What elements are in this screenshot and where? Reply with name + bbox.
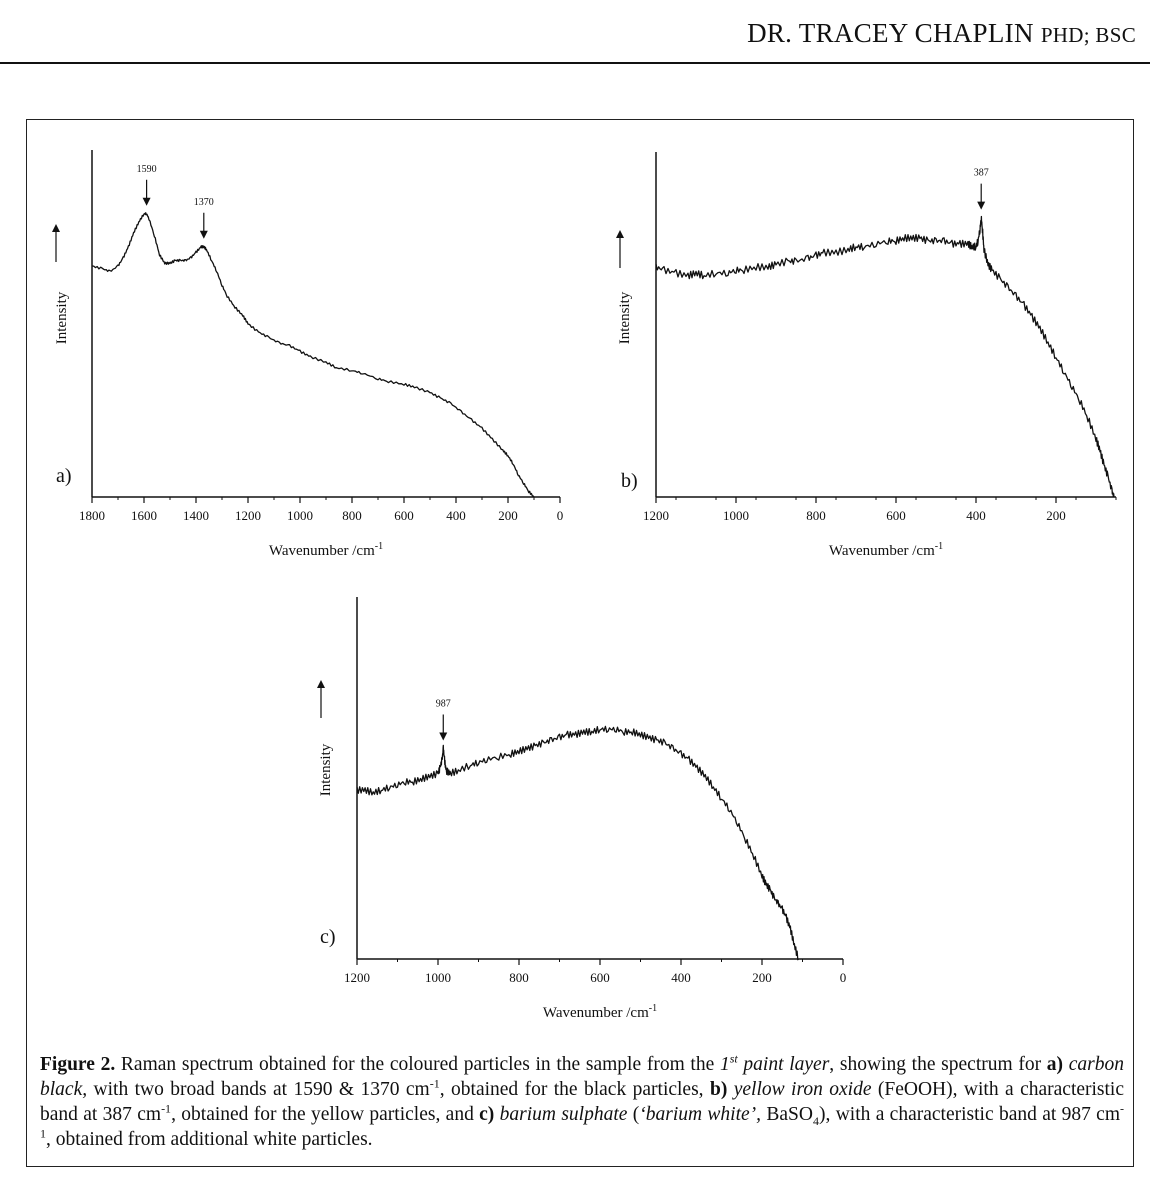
caption-text-6: (FeOOH), with a characteristic band at 3… bbox=[40, 1079, 1125, 1125]
author-credentials: PHD; BSC bbox=[1040, 23, 1136, 47]
caption-text-8: ( bbox=[627, 1104, 640, 1125]
panel-2-x-tick-label: 1000 bbox=[723, 508, 749, 523]
panel-1-peak-arrow-head bbox=[199, 230, 208, 239]
panel-3-x-tick-label: 200 bbox=[752, 970, 772, 985]
panel-2-x-tick-label: 600 bbox=[886, 508, 906, 523]
caption-b-name: yellow iron oxide bbox=[727, 1079, 872, 1100]
caption-text-10: ), with a characteristic band at 987 cm bbox=[818, 1104, 1121, 1125]
panel-1-intensity-arrow-head bbox=[52, 224, 60, 232]
author-name: DR. TRACEY CHAPLIN bbox=[747, 18, 1034, 48]
caption-text-4: with two broad bands at 1590 & 1370 cm bbox=[87, 1079, 430, 1100]
caption-c-alt: ‘barium white’, bbox=[639, 1104, 762, 1125]
caption-a-label: a) bbox=[1046, 1054, 1064, 1075]
caption-text-5: , obtained for the black particles, bbox=[439, 1079, 710, 1100]
caption-sup-2: -1 bbox=[161, 1101, 172, 1116]
panel-2-panel-label: b) bbox=[621, 470, 638, 492]
panel-3-x-tick-label: 600 bbox=[590, 970, 610, 985]
panel-1-x-tick-label: 1400 bbox=[183, 508, 209, 523]
panel-3-intensity-arrow-head bbox=[317, 680, 325, 688]
panel-3-x-tick-label: 1000 bbox=[425, 970, 451, 985]
caption-text-11: , obtained from additional white particl… bbox=[46, 1129, 373, 1150]
caption-layer-sup: st bbox=[729, 1051, 738, 1066]
panel-1-x-tick-label: 1200 bbox=[235, 508, 261, 523]
panel-1-panel-label: a) bbox=[56, 465, 72, 487]
panel-1-x-tick-label: 0 bbox=[557, 508, 564, 523]
caption-a-name: carbon black, bbox=[40, 1054, 1124, 1100]
panel-3-y-axis-label: Intensity bbox=[318, 743, 334, 796]
figure-frame bbox=[26, 119, 1134, 1167]
panel-1-peak-label: 1590 bbox=[137, 164, 157, 175]
panel-3-x-tick-label: 800 bbox=[509, 970, 529, 985]
panel-1-x-tick-label: 800 bbox=[342, 508, 362, 523]
panel-2-x-tick-label: 200 bbox=[1046, 508, 1066, 523]
panel-3-x-tick-label: 400 bbox=[671, 970, 691, 985]
running-header: DR. TRACEY CHAPLIN PHD; BSC bbox=[747, 18, 1136, 49]
panel-1-x-axis-label: Wavenumber /cm-1 bbox=[269, 541, 383, 559]
panel-1-x-tick-label: 400 bbox=[446, 508, 466, 523]
panel-1-peak-label: 1370 bbox=[194, 197, 214, 208]
panel-3-peak-arrow-head bbox=[439, 732, 448, 741]
panel-2-x-axis-label: Wavenumber /cm-1 bbox=[829, 541, 943, 559]
caption-layer-rest: paint layer bbox=[737, 1054, 830, 1075]
caption-sup-3: -1 bbox=[40, 1101, 1125, 1141]
caption-text-3: , showing the spectrum for bbox=[829, 1054, 1047, 1075]
caption-c-name: barium sulphate bbox=[494, 1104, 628, 1125]
caption-text-7: , obtained for the yellow particles, and bbox=[171, 1104, 480, 1125]
caption-text-1: Raman spectrum obtained for the coloured… bbox=[115, 1054, 720, 1075]
panel-2-y-axis-label: Intensity bbox=[617, 291, 633, 344]
caption-figure-label: Figure 2. bbox=[40, 1054, 116, 1075]
panel-1-y-axis-label: Intensity bbox=[54, 291, 70, 344]
panel-1-x-tick-label: 1600 bbox=[131, 508, 157, 523]
panel-1-x-tick-label: 1800 bbox=[79, 508, 105, 523]
caption-layer-num: 1 bbox=[719, 1054, 730, 1075]
panel-2-intensity-arrow-head bbox=[616, 230, 624, 238]
panel-2-x-tick-label: 800 bbox=[806, 508, 826, 523]
panel-2-peak-arrow-head bbox=[977, 201, 986, 210]
panel-2-spectrum-line-0 bbox=[655, 215, 1115, 498]
panel-3-spectrum-line-0 bbox=[356, 725, 799, 961]
caption-sup-1: -1 bbox=[429, 1076, 440, 1091]
panel-3-x-tick-label: 1200 bbox=[344, 970, 370, 985]
figure-caption: Figure 2. Raman spectrum obtained for th… bbox=[40, 1052, 1124, 1152]
panel-1-x-axis-label-sup: -1 bbox=[375, 541, 383, 552]
panel-3-x-tick-label: 0 bbox=[840, 970, 847, 985]
caption-b-label: b) bbox=[709, 1079, 728, 1100]
panel-2-peak-label: 387 bbox=[974, 168, 989, 179]
caption-text-9: BaSO bbox=[761, 1104, 813, 1125]
panel-3-x-axis-label-sup: -1 bbox=[649, 1003, 657, 1014]
panel-2-x-axis-label-sup: -1 bbox=[935, 541, 943, 552]
panel-3-peak-label: 987 bbox=[436, 698, 451, 709]
panel-1-spectrum-line-0 bbox=[91, 212, 535, 498]
panel-1-x-tick-label: 200 bbox=[498, 508, 518, 523]
caption-c-label: c) bbox=[479, 1104, 495, 1125]
panel-1-x-tick-label: 1000 bbox=[287, 508, 313, 523]
panel-2-x-tick-label: 400 bbox=[966, 508, 986, 523]
panel-1-x-tick-label: 600 bbox=[394, 508, 414, 523]
panel-1-peak-arrow-head bbox=[142, 197, 151, 206]
panel-3-panel-label: c) bbox=[320, 926, 336, 948]
panel-2-x-tick-label: 1200 bbox=[643, 508, 669, 523]
header-divider bbox=[0, 62, 1150, 64]
caption-sub-4: 4 bbox=[812, 1113, 819, 1128]
panel-3-x-axis-label: Wavenumber /cm-1 bbox=[543, 1003, 657, 1021]
